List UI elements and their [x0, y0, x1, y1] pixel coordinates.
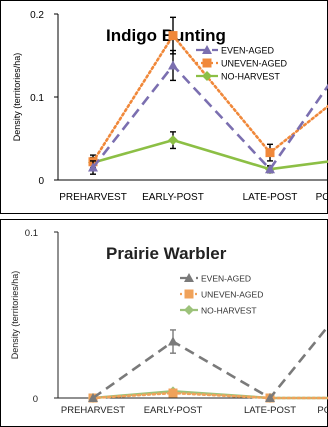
indigo-bunting-chart: 0 0.1 0.2 Density (territories/ha) PREHARVES…: [0, 0, 328, 214]
y-tick-label: 0.1: [25, 228, 38, 239]
legend: EVEN-AGED UNEVEN-AGED NO-HARVEST: [196, 45, 288, 82]
series-line: [91, 33, 328, 164]
x-tick-label-preharvest: PREHARVEST: [59, 192, 127, 203]
legend-label-no-harvest: NO-HARVEST: [221, 72, 280, 82]
chart-title: Indigo Bunting: [106, 26, 226, 45]
data-point-no-harvest-early-post: [168, 135, 178, 146]
legend-marker-no-harvest: [184, 305, 194, 315]
prairie-warbler-plot: 0 0.1 Density (territories/ha) PREHARVEST EA…: [0, 219, 328, 427]
legend-label-uneven-aged: UNEVEN-AGED: [221, 59, 288, 69]
x-tick-label-early-post: EARLY-POST: [144, 405, 203, 416]
series-even-aged: [88, 49, 328, 175]
x-tick-label-late-post: LATE-POST: [244, 405, 296, 416]
y-axis-label: Density (territories/ha): [10, 271, 20, 360]
data-point-even-aged-early-post: [168, 60, 178, 70]
legend-marker-no-harvest: [202, 71, 212, 81]
x-tick-label-post-second: POST-SECOND: [317, 405, 328, 416]
y-axis-label: Density (territories/ha): [12, 53, 22, 142]
legend-label-even-aged: EVEN-AGED: [201, 274, 251, 284]
legend: EVEN-AGED UNEVEN-AGED NO-HARVEST: [180, 273, 263, 316]
y-tick-label: 0: [33, 394, 38, 405]
indigo-bunting-plot: 0 0.1 0.2 Density (territories/ha) PREHARVES…: [0, 0, 328, 214]
legend-label-no-harvest: NO-HARVEST: [201, 306, 257, 316]
y-tick-label: 0: [38, 176, 44, 187]
legend-label-even-aged: EVEN-AGED: [221, 46, 275, 56]
x-tick-label-late-post: LATE-POST: [243, 192, 298, 203]
series-line: [92, 324, 328, 400]
series-line: [91, 391, 328, 400]
x-tick-label-preharvest: PREHARVEST: [61, 405, 125, 416]
legend-marker-uneven-aged: [202, 58, 212, 68]
series-line: [91, 63, 328, 172]
y-tick-label: 0.1: [30, 93, 44, 104]
series-even-aged: [88, 324, 328, 402]
legend-marker-even-aged: [184, 273, 194, 282]
data-point-even-aged-early-post: [168, 336, 178, 346]
series-line: [92, 138, 328, 171]
panel-separator: [0, 214, 328, 219]
legend-label-uneven-aged: UNEVEN-AGED: [201, 290, 263, 300]
series-uneven-aged: [88, 388, 328, 403]
data-point-uneven-aged-early-post: [168, 388, 178, 398]
y-tick-label: 0.2: [30, 10, 44, 21]
legend-marker-uneven-aged: [184, 289, 194, 299]
x-tick-label-early-post: EARLY-POST: [142, 192, 204, 203]
chart-title: Prairie Warbler: [106, 244, 227, 263]
data-point-uneven-aged-late-post: [265, 148, 275, 158]
data-point-even-aged-late-post: [265, 164, 275, 174]
data-point-even-aged-late-post: [265, 393, 275, 402]
data-point-even-aged-preharvest: [88, 393, 98, 402]
data-point-even-aged-preharvest: [88, 162, 98, 172]
prairie-warbler-chart: 0 0.1 Density (territories/ha) PREHARVEST EA…: [0, 219, 328, 427]
data-point-uneven-aged-early-post: [168, 31, 178, 41]
legend-marker-even-aged: [202, 45, 212, 54]
x-tick-label-post-second: POST-SECOND: [316, 192, 328, 203]
